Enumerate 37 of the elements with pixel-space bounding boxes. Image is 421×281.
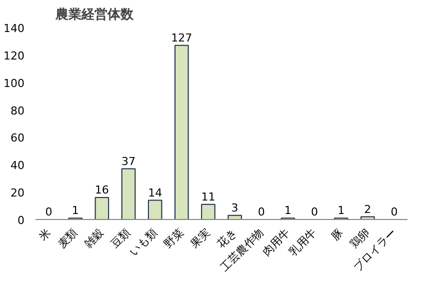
y-tick-label: 100 — [4, 76, 25, 90]
data-label: 11 — [201, 190, 216, 204]
data-label: 16 — [94, 184, 109, 197]
y-tick-label: 120 — [4, 49, 25, 62]
x-tick-label: 雑穀 — [82, 226, 107, 251]
y-tick-label: 60 — [10, 132, 25, 145]
y-tick-label: 80 — [10, 104, 25, 118]
data-label: 2 — [364, 202, 372, 216]
data-label: 1 — [284, 204, 292, 218]
data-label: 0 — [45, 206, 52, 218]
data-label: 1 — [72, 204, 79, 218]
x-tick-label: 果実 — [188, 226, 213, 251]
x-tick-label: 鶏卵 — [347, 226, 372, 251]
x-tick-label: 豚 — [328, 226, 346, 243]
data-label: 1 — [338, 204, 345, 218]
x-tick-label: 乳用牛 — [286, 226, 320, 258]
bar — [121, 168, 136, 220]
bar — [174, 44, 189, 220]
bar — [201, 204, 216, 220]
data-label: 127 — [171, 31, 192, 44]
x-tick-label: 野菜 — [161, 226, 186, 251]
x-tick-label: 麦類 — [55, 226, 80, 251]
data-label: 37 — [122, 154, 136, 168]
bar — [148, 200, 162, 220]
y-tick-label: 140 — [4, 22, 25, 35]
y-tick-label: 40 — [10, 159, 25, 172]
data-label: 14 — [148, 186, 162, 200]
data-label: 0 — [258, 206, 265, 218]
data-label: 3 — [231, 201, 238, 214]
data-label: 0 — [390, 206, 398, 218]
x-tick-label: 豆類 — [108, 226, 134, 251]
y-tick-label: 20 — [10, 186, 25, 200]
chart-title: 農業経営体数 — [54, 6, 134, 22]
data-label: 0 — [311, 206, 318, 218]
bar — [94, 197, 110, 220]
x-tick-label: 米 — [36, 226, 54, 243]
y-tick-label: 0 — [18, 214, 24, 227]
